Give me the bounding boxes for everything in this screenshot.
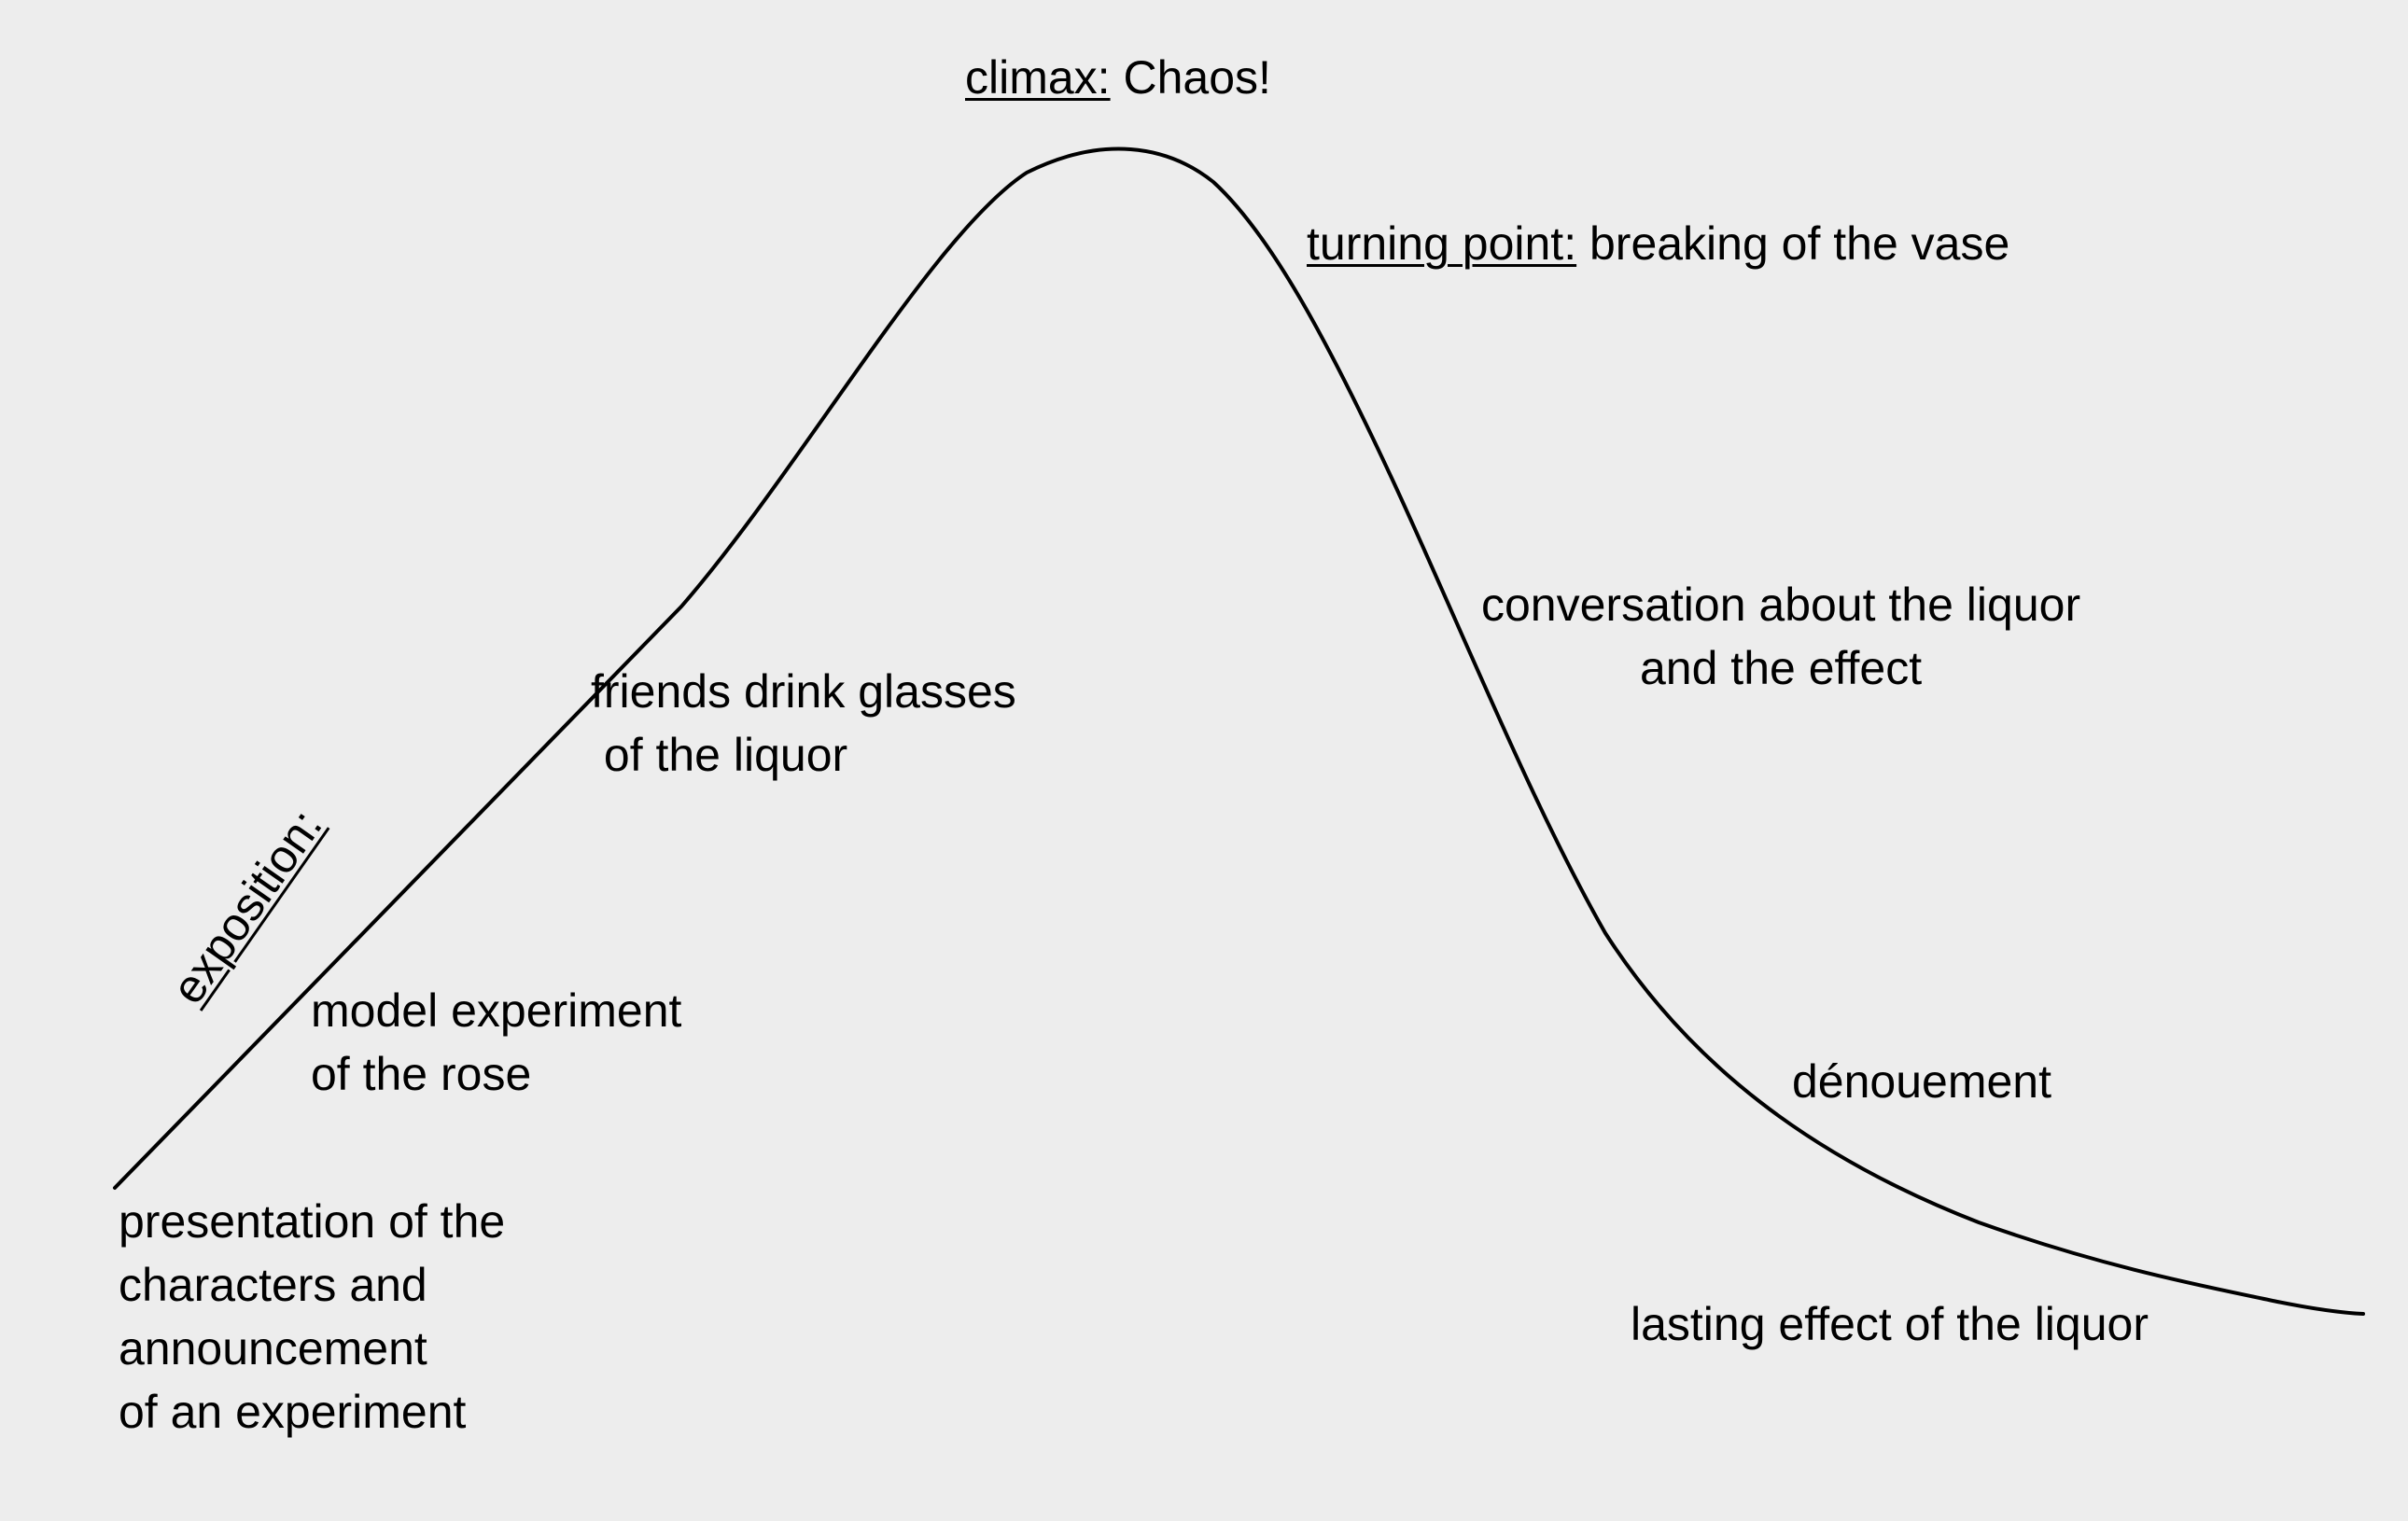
- friends-drink-line-1: friends drink glasses: [591, 665, 1016, 718]
- turning-point-heading: turning point:: [1307, 217, 1577, 270]
- climax-text: Chaos!: [1110, 51, 1271, 104]
- presentation-line-3: announcement: [119, 1322, 427, 1374]
- turning-point-text: breaking of the vase: [1576, 217, 2010, 270]
- presentation-line-1: presentation of the: [119, 1195, 506, 1248]
- conversation-label: conversation about the liquor and the ef…: [1481, 573, 2080, 700]
- presentation-label: presentation of the characters and annou…: [119, 1190, 505, 1444]
- model-experiment-line-1: model experiment: [311, 984, 682, 1037]
- model-experiment-label: model experiment of the rose: [311, 979, 681, 1106]
- friends-drink-line-2: of the liquor: [591, 729, 848, 781]
- plot-curve: [113, 147, 2365, 1316]
- conversation-line-1: conversation about the liquor: [1481, 579, 2081, 631]
- climax-label: climax: Chaos!: [965, 46, 1271, 109]
- presentation-line-2: characters and: [119, 1259, 427, 1311]
- climax-heading: climax:: [965, 51, 1111, 104]
- conversation-line-2: and the effect: [1639, 642, 1923, 694]
- presentation-line-4: of an experiment: [119, 1386, 467, 1438]
- denouement-text: dénouement: [1792, 1055, 2052, 1108]
- lasting-effect-text: lasting effect of the liquor: [1631, 1298, 2149, 1350]
- model-experiment-line-2: of the rose: [311, 1048, 532, 1100]
- denouement-label: dénouement: [1792, 1050, 2051, 1113]
- lasting-effect-label: lasting effect of the liquor: [1631, 1292, 2149, 1356]
- turning-point-label: turning point: breaking of the vase: [1307, 212, 2009, 275]
- friends-drink-label: friends drink glasses of the liquor: [591, 660, 1016, 787]
